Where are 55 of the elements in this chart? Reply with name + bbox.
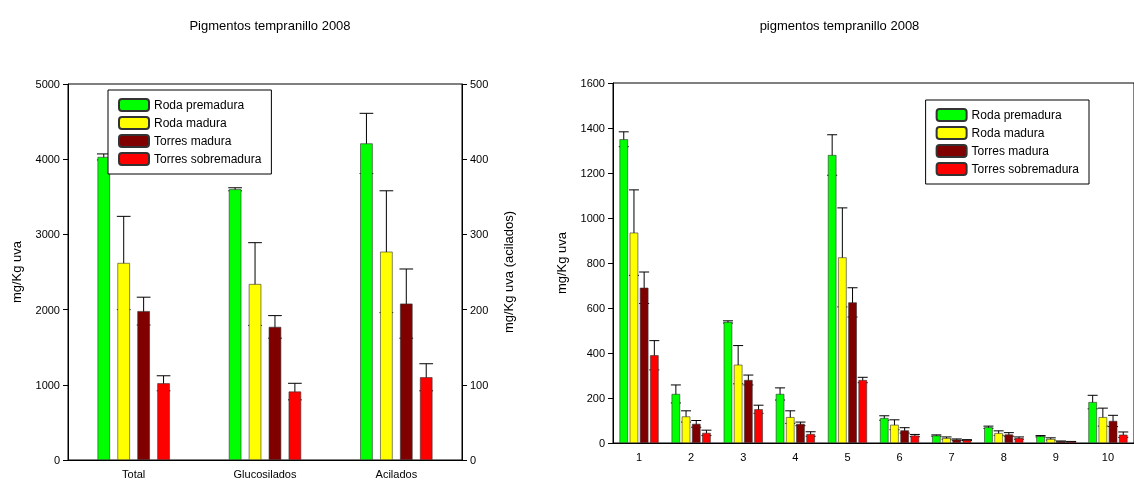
y-tick-label: 5000 <box>35 78 60 90</box>
y-tick-label: 2000 <box>35 303 60 316</box>
x-tick-label: 8 <box>1000 450 1007 463</box>
chart-title: Pigmentos tempranillo 2008 <box>189 18 351 33</box>
legend-label: Roda madura <box>971 126 1045 140</box>
y-tick-label: 200 <box>586 392 605 404</box>
y-tick-label: 1400 <box>580 122 605 134</box>
bar <box>228 189 242 460</box>
y-tick-label: 400 <box>586 347 605 359</box>
y-axis-title: mg/Kg uva <box>9 240 24 304</box>
y-axis-title: mg/Kg uva <box>554 231 569 295</box>
bar <box>117 262 130 460</box>
y2-tick-label: 500 <box>470 78 489 90</box>
y-tick-label: 3000 <box>35 228 60 241</box>
legend-label: Torres madura <box>971 144 1050 158</box>
y-tick-label: 0 <box>598 437 605 449</box>
x-tick-label: 9 <box>1052 450 1059 463</box>
y2-tick-label: 300 <box>470 228 489 241</box>
bar <box>268 326 282 460</box>
legend-label: Torres sobremadura <box>154 152 262 166</box>
bar <box>248 284 262 460</box>
bar <box>97 156 110 460</box>
y2-axis-title: mg/Kg uva (acilados) <box>501 210 516 334</box>
x-tick-label: Acilados <box>375 467 418 480</box>
y-tick-label: 1000 <box>35 378 60 391</box>
bar <box>288 391 302 460</box>
x-tick-label: 1 <box>635 450 643 463</box>
y-tick-label: 0 <box>53 454 60 466</box>
x-tick-label: 4 <box>792 450 799 463</box>
y2-tick-label: 0 <box>470 454 477 466</box>
legend-label: Torres sobremadura <box>971 162 1080 176</box>
legend-label: Torres madura <box>154 134 232 148</box>
x-tick-label: 7 <box>948 450 955 463</box>
y-tick-label: 800 <box>586 257 605 269</box>
bar <box>137 311 150 460</box>
x-tick-label: 3 <box>740 450 747 463</box>
y2-tick-label: 100 <box>470 378 489 391</box>
y-tick-label: 600 <box>586 302 605 314</box>
y-tick-label: 1600 <box>580 77 605 89</box>
x-tick-label: 2 <box>688 450 695 463</box>
x-tick-label: 6 <box>896 450 903 463</box>
x-tick-label: Glucosilados <box>233 467 297 480</box>
y-tick-label: 1200 <box>580 167 605 179</box>
y-tick-label: 4000 <box>35 153 60 166</box>
legend-label: Roda premadura <box>154 98 245 112</box>
y2-tick-label: 400 <box>470 153 489 166</box>
x-tick-label: 5 <box>844 450 851 463</box>
x-tick-label: 10 <box>1101 450 1115 463</box>
y-tick-label: 1000 <box>580 212 605 224</box>
chart-title: pigmentos tempranillo 2008 <box>759 18 920 33</box>
legend-label: Roda madura <box>154 116 228 130</box>
legend-label: Roda premadura <box>971 108 1062 122</box>
y2-tick-label: 200 <box>470 303 489 316</box>
x-tick-label: Total <box>122 467 146 480</box>
bar <box>157 383 170 460</box>
